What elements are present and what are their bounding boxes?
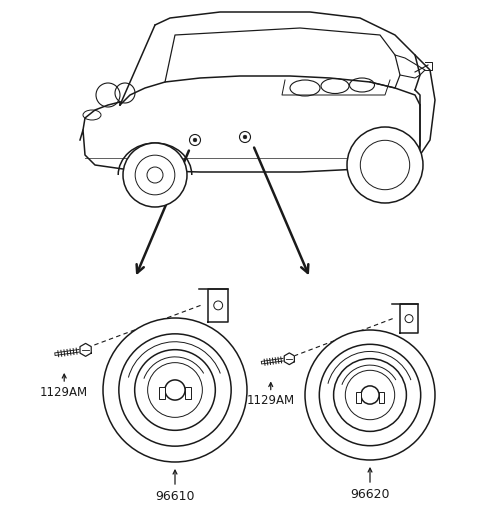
- FancyBboxPatch shape: [379, 392, 384, 403]
- Circle shape: [190, 135, 201, 146]
- Polygon shape: [80, 343, 91, 357]
- Circle shape: [360, 140, 410, 190]
- FancyBboxPatch shape: [159, 387, 165, 399]
- Circle shape: [240, 132, 251, 142]
- Text: 96610: 96610: [155, 490, 195, 503]
- Circle shape: [135, 155, 175, 195]
- Text: 1129AM: 1129AM: [40, 386, 88, 399]
- Circle shape: [305, 330, 435, 460]
- Circle shape: [148, 363, 203, 417]
- Circle shape: [214, 301, 223, 310]
- Circle shape: [347, 127, 423, 203]
- Circle shape: [334, 359, 407, 431]
- Text: 1129AM: 1129AM: [247, 395, 295, 408]
- FancyBboxPatch shape: [185, 387, 191, 399]
- Circle shape: [165, 380, 185, 400]
- Circle shape: [243, 135, 247, 139]
- Polygon shape: [284, 353, 294, 365]
- FancyBboxPatch shape: [356, 392, 361, 403]
- Circle shape: [361, 386, 379, 404]
- Circle shape: [135, 350, 216, 430]
- Text: 96620: 96620: [350, 488, 390, 501]
- Circle shape: [103, 318, 247, 462]
- Circle shape: [345, 370, 395, 420]
- Circle shape: [193, 138, 197, 142]
- Circle shape: [147, 167, 163, 183]
- Circle shape: [405, 315, 413, 322]
- Circle shape: [319, 344, 420, 446]
- Circle shape: [123, 143, 187, 207]
- Circle shape: [119, 334, 231, 446]
